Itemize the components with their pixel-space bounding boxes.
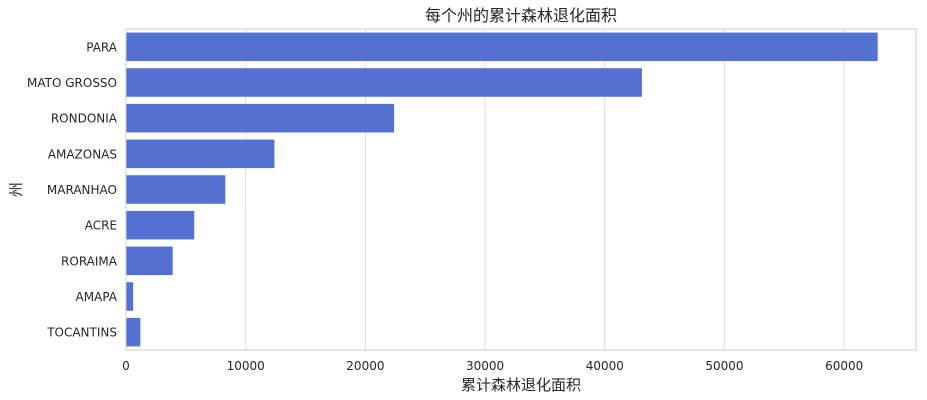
x-tick-labels: 0 10000 20000 30000 40000 50000 60000: [122, 359, 863, 373]
y-tick-label: AMAPA: [76, 290, 118, 304]
x-tick-label: 30000: [466, 359, 504, 373]
y-tick-label: RONDONIA: [51, 112, 118, 126]
bar-amazonas: [126, 139, 275, 169]
x-tick-label: 0: [122, 359, 130, 373]
y-tick-label: MARANHAO: [47, 183, 117, 197]
y-tick-label: MATO GROSSO: [27, 76, 117, 90]
bar-roraima: [126, 246, 173, 276]
x-tick-label: 50000: [705, 359, 743, 373]
bars: [126, 32, 878, 347]
x-tick-label: 40000: [586, 359, 624, 373]
bar-maranhao: [126, 175, 226, 204]
chart-title: 每个州的累计森林退化面积: [425, 6, 617, 25]
bar-mato-grosso: [126, 68, 642, 97]
y-tick-label: RORAIMA: [61, 254, 118, 268]
y-tick-label: ACRE: [85, 219, 117, 233]
x-tick-label: 20000: [346, 359, 384, 373]
bar-acre: [126, 210, 195, 240]
y-tick-labels: PARA MATO GROSSO RONDONIA AMAZONAS MARANHAO A…: [27, 40, 118, 339]
bar-amapa: [126, 282, 134, 311]
x-axis-title: 累计森林退化面积: [461, 376, 581, 394]
y-tick-label: AMAZONAS: [48, 147, 117, 161]
y-tick-label: PARA: [86, 40, 118, 54]
bar-rondonia: [126, 103, 395, 133]
bar-para: [126, 32, 878, 62]
plot-frame: [125, 28, 917, 351]
bar-tocantins: [126, 317, 141, 347]
y-axis-title: 州: [7, 182, 25, 197]
y-tick-label: TOCANTINS: [46, 326, 117, 340]
x-tick-label: 60000: [825, 359, 863, 373]
x-tick-label: 10000: [227, 359, 265, 373]
